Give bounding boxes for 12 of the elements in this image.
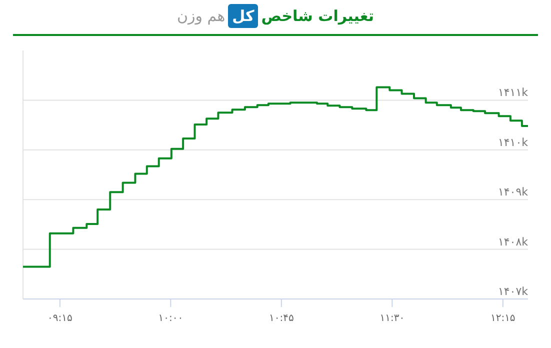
y-tick-label: ۱۴۰۷k: [498, 285, 529, 298]
y-tick-label: ۱۴۱۰k: [498, 136, 529, 149]
y-tick-label: ۱۴۱۱k: [498, 86, 529, 100]
x-tick-label: ۱۰:۴۵: [268, 313, 294, 324]
chart-title: تغییرات شاخص کل: [231, 6, 374, 27]
x-tick-label: ۱۲:۱۵: [490, 313, 516, 324]
x-tick-label: ۱۰:۰۰: [158, 313, 184, 324]
x-tick-label: ۰۹:۱۵: [47, 313, 72, 324]
chart-subtitle: هم وزن: [176, 7, 226, 25]
x-tick-label: ۱۱:۳۰: [380, 313, 405, 324]
y-tick-label: ۱۴۰۹k: [498, 186, 529, 199]
y-tick-label: ۱۴۰۸k: [498, 235, 529, 248]
